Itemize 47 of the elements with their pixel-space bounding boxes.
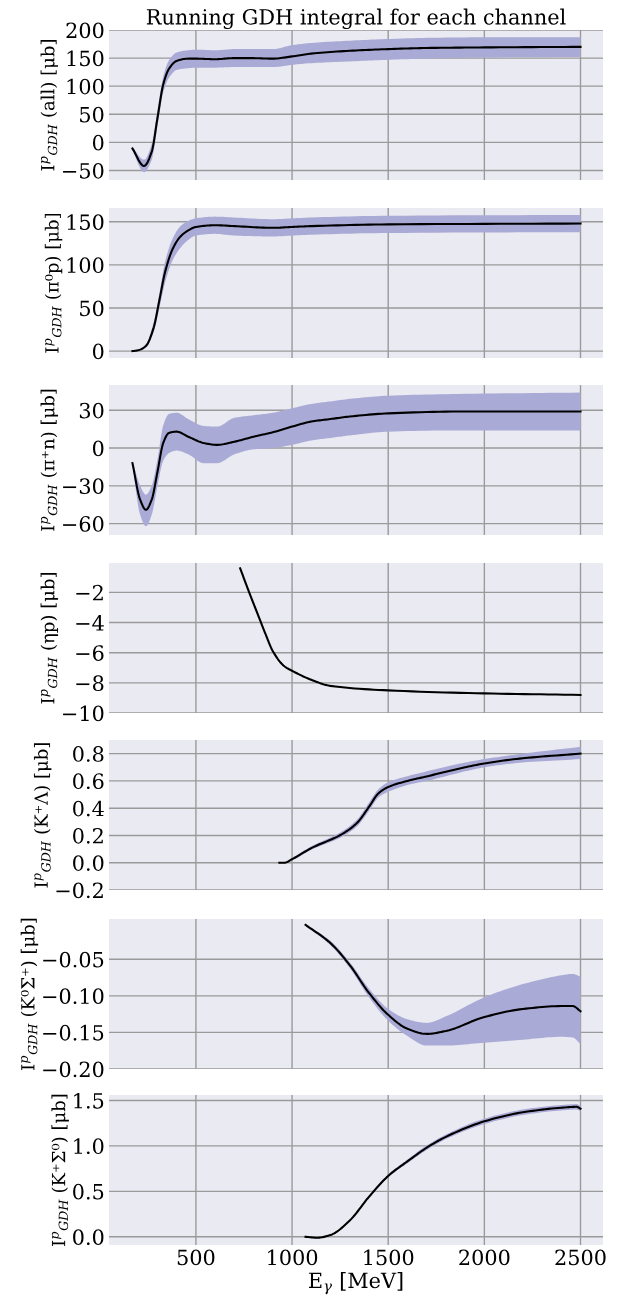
y-axis-title: I$^{p}$$_{GDH}$ (π⁰p) [μb]: [44, 213, 63, 353]
y-tick-label: −30: [63, 478, 104, 495]
y-tick-label: 150: [67, 50, 104, 67]
y-axis-title: I$^{p}$$_{GDH}$ (K⁺Λ) [μb]: [33, 743, 52, 888]
y-tick-label: 1.0: [74, 1138, 104, 1155]
y-tick-label: −6: [76, 645, 104, 661]
y-tick-label: 0.6: [73, 773, 104, 790]
y-tick-label: 200: [66, 22, 104, 39]
y-axis-title: I$^{p}$$_{GDH}$ (ηp) [μb]: [40, 573, 59, 704]
x-tick-label: 2500: [555, 1249, 606, 1266]
y-tick-label: 0: [92, 343, 104, 360]
y-tick-label: 0.0: [73, 1229, 104, 1246]
y-tick-label: 0.5: [73, 1183, 104, 1200]
y-tick-label: −50: [63, 162, 104, 179]
y-tick-label: 100: [67, 78, 104, 95]
x-tick-label: 500: [177, 1249, 215, 1266]
x-tick-label: 1000: [268, 1249, 318, 1266]
y-tick-label: 0.4: [73, 800, 104, 817]
x-axis-title: E$_{γ}$ [MeV]: [309, 1272, 403, 1295]
y-tick-label: −0.15: [43, 1024, 104, 1041]
y-tick-label: −2: [76, 584, 103, 601]
x-tick-label: 1500: [364, 1249, 414, 1266]
y-tick-label: 1.5: [74, 1092, 104, 1109]
y-axis-title: I$^{p}$$_{GDH}$ (all) [μb]: [40, 40, 59, 171]
y-tick-label: −10: [63, 705, 104, 722]
x-tick-label: 2000: [459, 1249, 510, 1266]
y-tick-label: 30: [79, 402, 104, 419]
y-tick-label: −8: [76, 675, 104, 692]
y-axis-title: I$^{p}$$_{GDH}$ (π⁺n) [μb]: [40, 389, 59, 531]
y-tick-label: −60: [63, 516, 104, 532]
y-tick-label: 50: [80, 106, 104, 123]
y-tick-label: 0: [92, 440, 104, 457]
chart-title: Running GDH integral for each channel: [146, 8, 566, 30]
y-tick-label: −0.10: [43, 988, 104, 1005]
y-tick-label: −0.2: [56, 882, 103, 899]
y-tick-label: 0.2: [73, 827, 103, 844]
y-tick-label: 0: [92, 134, 104, 151]
y-tick-label: 150: [67, 214, 104, 230]
y-tick-label: 50: [80, 300, 104, 317]
y-tick-label: −0.20: [43, 1061, 104, 1078]
y-tick-label: −0.05: [43, 951, 104, 968]
y-axis-title: I$^{p}$$_{GDH}$ (K⁰Σ⁺) [μb]: [20, 918, 39, 1070]
y-tick-label: −4: [76, 615, 104, 631]
y-axis-title: I$^{p}$$_{GDH}$ (K⁺Σ⁰) [μb]: [51, 1094, 69, 1246]
y-tick-label: 0.8: [73, 746, 104, 762]
y-tick-label: 0.0: [73, 855, 104, 871]
y-tick-label: 100: [67, 257, 104, 274]
